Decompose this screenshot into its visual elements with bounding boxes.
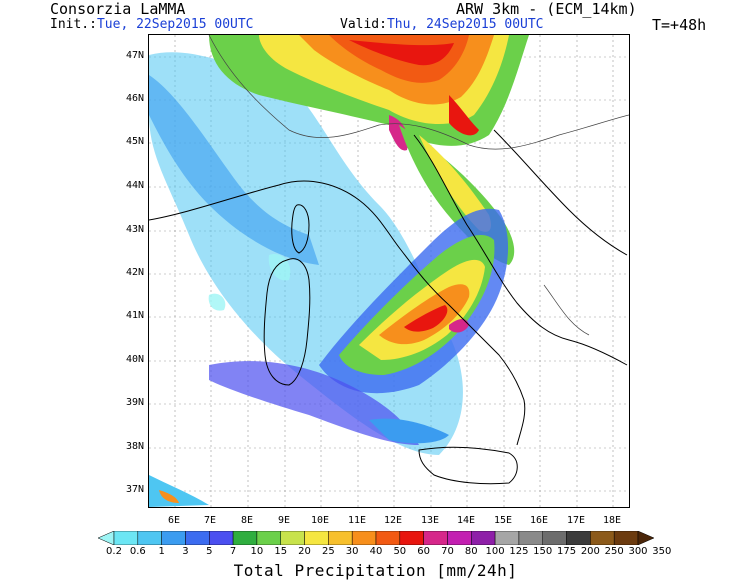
lat-label: 44N [125,180,144,191]
borders [208,35,629,336]
lead-time: T=+48h [652,16,707,34]
lat-label: 39N [125,397,144,408]
colorbar-label: 300 [628,546,648,557]
precipitation-field [149,35,529,507]
colorbar-swatch [518,531,543,545]
colorbar-label: 60 [417,546,430,557]
colorbar-label: 1 [158,546,165,557]
colorbar-swatch [375,531,401,545]
colorbar-label: 7 [229,546,237,557]
colorbar-title: Total Precipitation [mm/24h] [233,561,518,580]
colorbar-label: 100 [485,546,505,557]
colorbar-label: 10 [250,546,264,557]
colorbar-label: 15 [274,546,288,557]
lat-label: 42N [125,267,144,278]
lat-label: 43N [125,224,144,235]
colorbar-swatch [542,531,567,545]
lon-label: 13E [420,515,440,526]
colorbar-label: 25 [321,546,335,557]
lon-label: 9E [277,515,291,526]
lon-label: 15E [493,515,513,526]
coastlines [149,129,628,485]
init-value: Tue, 22Sep2015 00UTC [96,17,254,32]
colorbar-label: 20 [298,546,311,557]
init-time: Init.:Tue, 22Sep2015 00UTC [50,17,254,33]
lat-label: 37N [125,484,144,495]
colorbar-label: 0.6 [129,546,146,557]
lon-label: 18E [602,515,622,526]
colorbar-swatch [351,531,377,545]
precipitation-map [148,34,630,508]
lon-label: 10E [310,515,330,526]
colorbar-swatch [471,531,496,545]
colorbar-swatch [566,531,591,545]
lon-label: 12E [383,515,403,526]
lat-label: 46N [125,93,144,104]
colorbar-swatch [185,531,210,545]
colorbar-swatch [494,531,520,545]
colorbar-swatch [209,531,234,545]
init-label: Init.: [50,17,97,32]
colorbar-label: 150 [533,546,553,557]
colorbar-label: 30 [345,546,359,557]
colorbar-swatch [304,531,329,545]
colorbar-swatch [590,531,615,545]
colorbar-swatch [113,531,139,545]
colorbar-label: 70 [441,546,454,557]
lat-label: 38N [125,441,144,452]
colorbar-swatch [161,531,186,545]
lat-label: 45N [125,136,144,147]
map-canvas [149,35,629,507]
colorbar-swatch [280,531,305,545]
lon-label: 11E [347,515,367,526]
colorbar-label: 3 [182,546,189,557]
colorbar-label: 175 [556,546,577,557]
colorbar-label: 125 [509,546,529,557]
colorbar-swatch [613,531,639,545]
lat-label: 47N [125,50,144,61]
valid-time: Valid:Thu, 24Sep2015 00UTC [340,17,544,33]
colorbar-label: 250 [604,546,624,557]
valid-label: Valid: [340,17,387,32]
lon-label: 6E [167,515,181,526]
lon-label: 7E [203,515,217,526]
colorbar-label: 50 [393,546,407,557]
colorbar-max-arrow [637,531,654,545]
colorbar-swatch [328,531,353,545]
model-title: ARW 3km - (ECM_14km) [456,0,637,18]
organization-title: Consorzia LaMMA [50,0,186,18]
colorbar-min-arrow [98,531,115,545]
colorbar-swatch [256,531,281,545]
colorbar-swatch [137,531,162,545]
colorbar [98,531,654,545]
colorbar-label: 40 [369,546,383,557]
lon-label: 17E [566,515,586,526]
colorbar-swatch [423,531,448,545]
colorbar-swatch [399,531,424,545]
colorbar-swatch [447,531,472,545]
lon-label: 8E [240,515,254,526]
colorbar-label: 200 [580,546,600,557]
lat-label: 41N [125,310,144,321]
lon-label: 16E [529,515,549,526]
colorbar-label: 5 [206,546,213,557]
lat-label: 40N [125,354,144,365]
colorbar-swatch [232,531,258,545]
colorbar-label: 350 [652,546,672,557]
lon-label: 14E [456,515,476,526]
colorbar-label: 80 [464,546,478,557]
colorbar-label: 0.2 [106,546,122,557]
valid-value: Thu, 24Sep2015 00UTC [386,17,544,32]
